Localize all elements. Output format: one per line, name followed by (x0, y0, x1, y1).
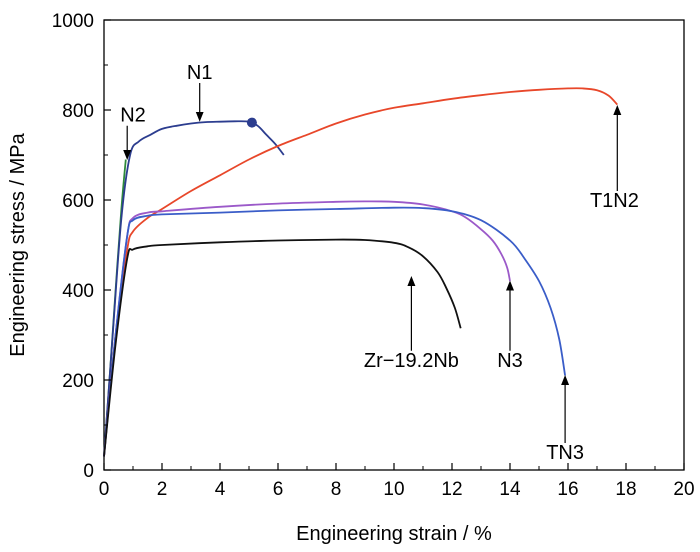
x-axis-title: Engineering strain / % (296, 523, 492, 545)
annotation-label: T1N2 (590, 190, 639, 212)
annotation-label: N3 (497, 350, 523, 372)
plot-frame (103, 19, 685, 471)
x-tick-label: 0 (99, 479, 110, 500)
y-tick-label: 200 (62, 371, 94, 392)
x-tick-label: 6 (273, 479, 284, 500)
x-tick-label: 4 (215, 479, 226, 500)
x-tick-label: 2 (157, 479, 168, 500)
y-tick-label: 800 (62, 101, 94, 122)
series-line-tn3 (103, 206, 566, 457)
x-tick-label: 18 (615, 479, 636, 500)
x-tick-label: 14 (499, 479, 521, 500)
x-tick-label: 16 (557, 479, 578, 500)
annotation-label: TN3 (546, 442, 584, 464)
series-line-n1 (103, 120, 285, 457)
series-line-zr-19-2nb (103, 238, 462, 457)
x-tick-label: 20 (673, 479, 694, 500)
x-tick-label: 12 (441, 479, 462, 500)
x-tick-label: 8 (331, 479, 342, 500)
y-tick-label: 0 (83, 461, 94, 482)
annotation-label: Zr−19.2Nb (364, 350, 459, 372)
y-tick-label: 600 (62, 191, 94, 212)
y-axis-title: Engineering stress / MPa (7, 132, 29, 356)
y-tick-label: 1000 (52, 11, 94, 32)
fracture-point-marker (246, 117, 257, 128)
x-tick-label: 10 (383, 479, 404, 500)
y-tick-label: 400 (62, 281, 94, 302)
series-line-t1n2 (103, 87, 618, 457)
annotation-label: N1 (187, 62, 213, 84)
annotation-label: N2 (120, 105, 146, 127)
